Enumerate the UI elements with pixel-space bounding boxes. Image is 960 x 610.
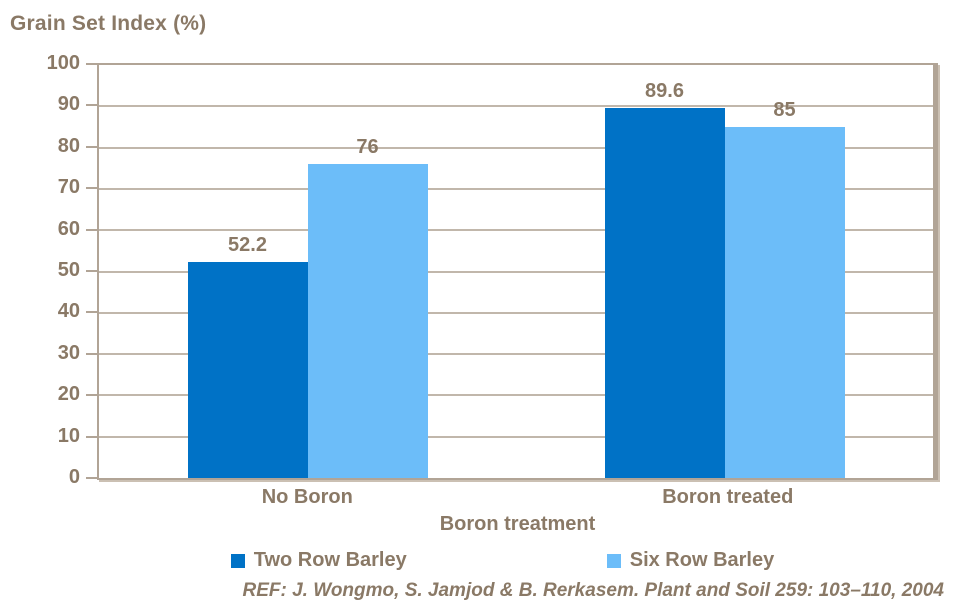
legend-item: Six Row Barley (606, 549, 775, 572)
gridline (99, 394, 933, 397)
chart-title: Grain Set Index (%) (10, 12, 207, 35)
y-tick-mark (86, 435, 97, 438)
reference-text: REF: J. Wongmo, S. Jamjod & B. Rerkasem.… (242, 580, 945, 601)
y-tick-mark (86, 104, 97, 107)
gridline (99, 105, 933, 108)
gridline (99, 146, 933, 149)
bar-six-row-barley-no-boron (307, 164, 428, 478)
y-tick-mark (86, 394, 97, 397)
gridline (99, 353, 933, 356)
legend-swatch-icon (230, 553, 245, 568)
legend: Two Row Barley Six Row Barley (0, 549, 960, 572)
y-tick-label: 50 (57, 259, 80, 282)
y-tick-label: 0 (68, 466, 80, 489)
x-category-labels: No Boron Boron treated (97, 486, 938, 509)
legend-item: Two Row Barley (230, 549, 407, 572)
bar-two-row-barley-no-boron (187, 262, 308, 478)
y-tick-mark (86, 270, 97, 272)
y-tick-mark (86, 311, 97, 314)
x-category-label: No Boron (261, 486, 353, 508)
y-tick-mark (86, 477, 97, 479)
y-tick-label: 30 (57, 341, 80, 364)
x-axis-title: Boron treatment (439, 513, 596, 535)
y-tick-label: 90 (57, 93, 80, 116)
plot-area: 52.2 76 89.6 85 (97, 63, 938, 480)
y-tick-label: 70 (57, 176, 80, 199)
bar-two-row-barley-boron-treated (604, 107, 725, 478)
x-category-label: Boron treated (662, 486, 794, 508)
gridline (99, 435, 933, 438)
y-tick-label: 20 (57, 383, 80, 406)
gridline (99, 311, 933, 314)
y-tick-label: 100 (46, 52, 80, 75)
value-label-six-row-barley-boron-treated: 85 (773, 98, 796, 121)
y-tick-mark (86, 63, 97, 65)
bar-six-row-barley-boron-treated (724, 126, 845, 478)
gridline (99, 229, 933, 232)
legend-label: Six Row Barley (629, 549, 775, 571)
y-tick-label: 10 (57, 424, 80, 447)
y-axis-ticks (86, 63, 97, 479)
legend-swatch-icon (606, 553, 621, 568)
y-tick-mark (86, 352, 97, 355)
value-label-two-row-barley-no-boron: 52.2 (228, 234, 267, 257)
gridline (99, 270, 933, 273)
value-label-six-row-barley-no-boron: 76 (356, 136, 379, 159)
legend-label: Two Row Barley (253, 549, 407, 571)
y-tick-mark (86, 228, 97, 231)
gridline (99, 187, 933, 190)
y-tick-mark (86, 145, 97, 148)
y-tick-label: 80 (57, 134, 80, 157)
y-tick-mark (86, 187, 97, 190)
y-axis-labels: 0 10 20 30 40 50 60 70 80 90 100 (0, 52, 80, 488)
y-tick-label: 60 (57, 217, 80, 240)
y-tick-label: 40 (57, 300, 80, 323)
value-label-two-row-barley-boron-treated: 89.6 (645, 79, 684, 102)
